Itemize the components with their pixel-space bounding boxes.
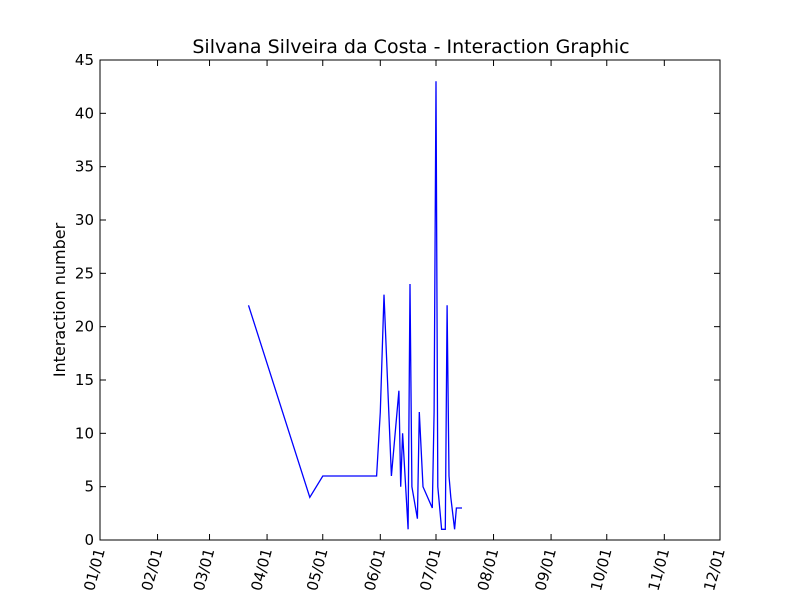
y-tick-label: 25	[75, 264, 94, 282]
x-tick-label: 02/01	[138, 546, 167, 592]
y-tick-label: 45	[75, 51, 94, 69]
y-tick-label: 20	[75, 318, 94, 336]
x-tick-label: 11/01	[645, 546, 674, 592]
y-tick-label: 40	[75, 104, 94, 122]
x-tick-label: 07/01	[416, 546, 445, 592]
x-tick-label: 01/01	[80, 546, 109, 592]
x-tick-label: 09/01	[531, 546, 560, 592]
x-tick-label: 12/01	[700, 546, 729, 592]
x-tick-label: 08/01	[474, 546, 503, 592]
y-tick-label: 35	[75, 158, 94, 176]
series-line-0	[247, 81, 462, 530]
y-tick-label: 30	[75, 211, 94, 229]
y-tick-label: 10	[75, 424, 94, 442]
y-axis-label: Interaction number	[50, 222, 69, 377]
x-tick-label: 04/01	[247, 546, 276, 592]
y-tick-label: 15	[75, 371, 94, 389]
y-tick-label: 5	[84, 478, 94, 496]
y-tick-label: 0	[84, 531, 94, 549]
plot-area: 0 5 10 15 20 25 30 35 40 45 01/01 02/01 03/01 04/01 05…	[75, 51, 729, 593]
x-tick-label: 06/01	[361, 546, 390, 592]
x-tick-label: 05/01	[303, 546, 332, 592]
plot-frame	[99, 59, 721, 541]
chart-title: Silvana Silveira da Costa - Interaction …	[192, 36, 629, 58]
x-tick-label: 03/01	[190, 546, 219, 592]
x-tick-label: 10/01	[587, 546, 616, 592]
